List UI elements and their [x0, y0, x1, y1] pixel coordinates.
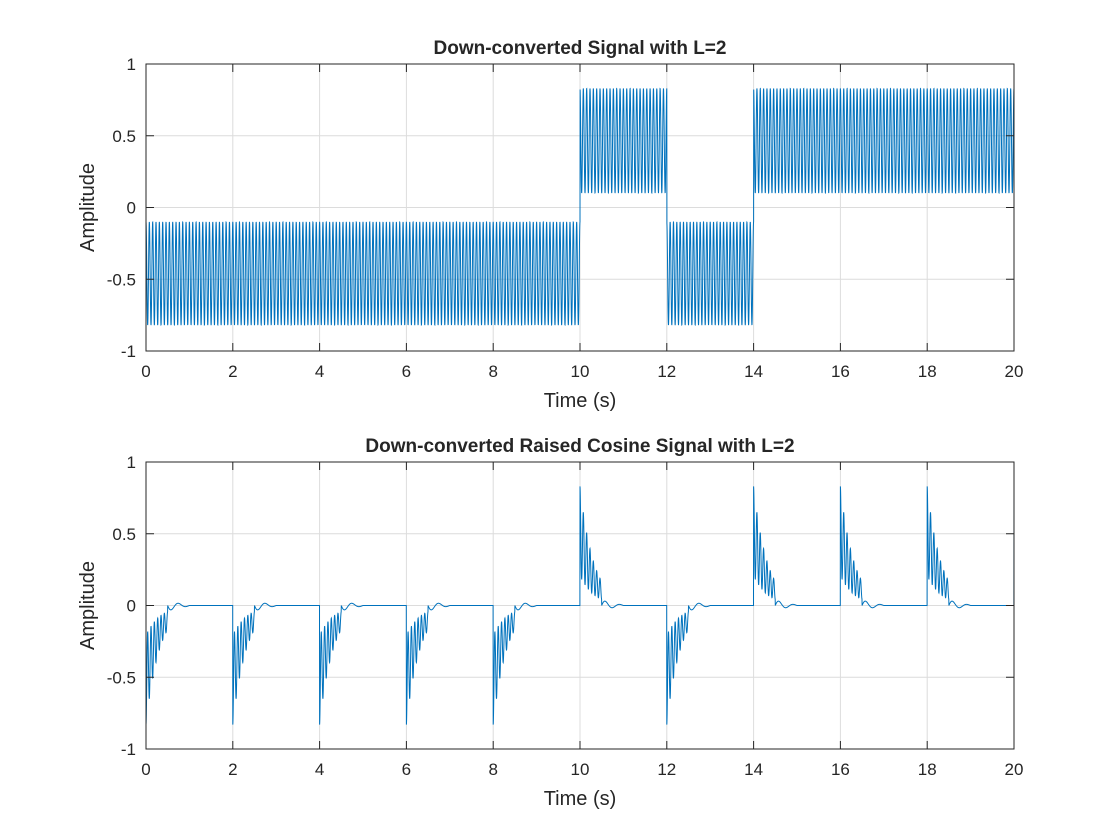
bottom-chart-title: Down-converted Raised Cosine Signal with…: [365, 436, 794, 457]
top-chart-x-tick-label: 10: [571, 362, 590, 381]
top-chart-x-tick-label: 6: [402, 362, 411, 381]
bottom-chart-y-tick-label: -1: [121, 740, 136, 759]
bottom-chart-x-tick-label: 16: [831, 760, 850, 779]
bottom-chart-x-axis-label: Time (s): [544, 788, 617, 810]
bottom-chart-x-tick-label: 2: [228, 760, 237, 779]
bottom-chart-x-tick-label: 6: [402, 760, 411, 779]
bottom-chart-y-tick-label: 0.5: [112, 525, 136, 544]
bottom-chart-y-tick-label: 0: [127, 597, 136, 616]
top-chart-y-tick-label: -1: [121, 342, 136, 361]
top-chart-x-tick-label: 16: [831, 362, 850, 381]
bottom-chart-y-tick-label: -0.5: [107, 668, 136, 687]
top-chart-x-tick-label: 20: [1005, 362, 1024, 381]
top-chart-y-axis-label: Amplitude: [77, 163, 99, 252]
top-chart-x-tick-label: 0: [141, 362, 150, 381]
bottom-chart-x-tick-label: 20: [1005, 760, 1024, 779]
bottom-chart-x-tick-label: 0: [141, 760, 150, 779]
bottom-chart-x-tick-label: 4: [315, 760, 324, 779]
top-chart-title: Down-converted Signal with L=2: [434, 38, 727, 59]
top-chart-y-tick-label: 0.5: [112, 127, 136, 146]
top-chart-x-axis-label: Time (s): [544, 390, 617, 412]
bottom-chart-y-axis-label: Amplitude: [77, 561, 99, 650]
top-chart-x-tick-label: 12: [657, 362, 676, 381]
bottom-chart-x-tick-label: 12: [657, 760, 676, 779]
top-chart-y-tick-label: 1: [127, 55, 136, 74]
bottom-chart-x-tick-label: 10: [571, 760, 590, 779]
top-chart-x-tick-label: 8: [488, 362, 497, 381]
top-chart-y-tick-label: -0.5: [107, 270, 136, 289]
bottom-chart-y-tick-label: 1: [127, 453, 136, 472]
bottom-chart-x-tick-label: 14: [744, 760, 763, 779]
top-chart-x-tick-label: 2: [228, 362, 237, 381]
bottom-chart-x-tick-label: 18: [918, 760, 937, 779]
top-chart-x-tick-label: 14: [744, 362, 763, 381]
top-chart-x-tick-label: 18: [918, 362, 937, 381]
bottom-chart-x-tick-label: 8: [488, 760, 497, 779]
top-chart-y-tick-label: 0: [127, 199, 136, 218]
top-chart-x-tick-label: 4: [315, 362, 324, 381]
